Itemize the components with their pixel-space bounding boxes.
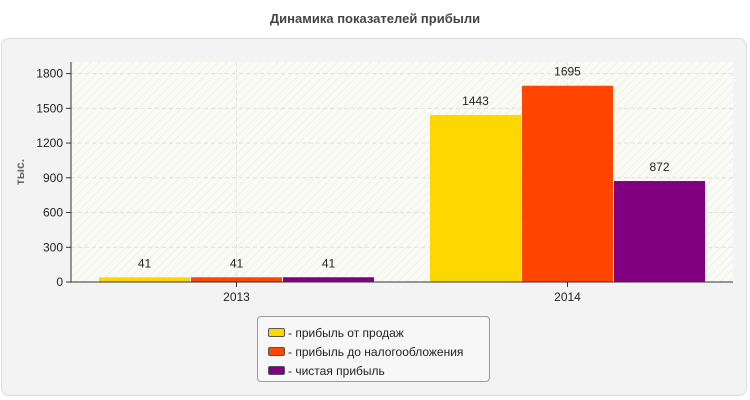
bar [430, 114, 521, 282]
bar-value-label: 1695 [554, 65, 581, 79]
x-tick-label: 2013 [223, 290, 250, 304]
legend-item: - чистая прибыль [268, 361, 489, 380]
legend-label: - прибыль до налогообложения [288, 344, 464, 359]
y-tick-label: 1500 [36, 101, 63, 115]
bar-value-label: 872 [649, 160, 669, 174]
y-tick-label: 900 [43, 171, 63, 185]
bar-value-label: 41 [322, 256, 336, 270]
y-tick-label: 300 [43, 240, 63, 254]
legend-swatch [268, 366, 285, 375]
y-tick-label: 1800 [36, 67, 63, 81]
y-tick-label: 600 [43, 206, 63, 220]
legend-swatch [268, 347, 285, 356]
x-tick-label: 2014 [554, 290, 581, 304]
bar [614, 181, 705, 282]
chart-legend: - прибыль от продаж - прибыль до налогооб… [257, 316, 490, 382]
bar [191, 277, 282, 282]
bar-value-label: 41 [230, 256, 244, 270]
legend-item: - прибыль до налогообложения [268, 342, 489, 361]
y-tick-label: 0 [56, 275, 63, 289]
y-axis-label: тыс. [13, 159, 27, 185]
bar [99, 277, 190, 282]
bar [522, 85, 613, 282]
chart-title: Динамика показателей прибыли [269, 11, 481, 26]
legend-label: - прибыль от продаж [288, 325, 404, 340]
bar-value-label: 1443 [462, 94, 489, 108]
legend-swatch [268, 328, 285, 337]
bar-value-label: 41 [138, 256, 152, 270]
legend-label: - чистая прибыль [288, 363, 385, 378]
y-tick-label: 1200 [36, 136, 63, 150]
legend-item: - прибыль от продаж [268, 323, 489, 342]
bar [283, 277, 374, 282]
